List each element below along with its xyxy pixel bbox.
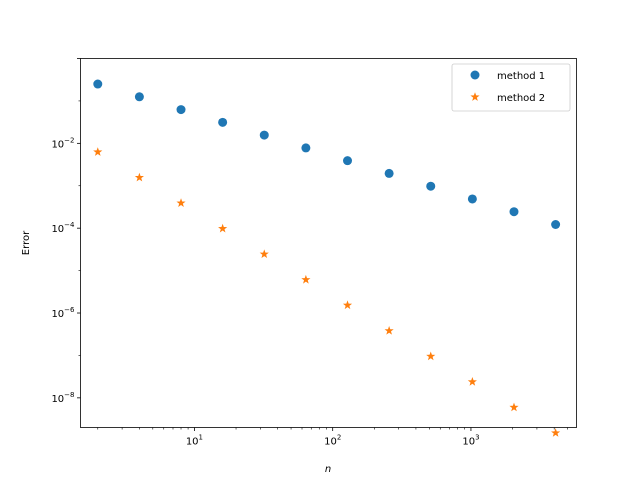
- legend-box: [451, 63, 571, 112]
- legend-marker-method-1: [470, 70, 480, 80]
- data-points: [93, 79, 561, 437]
- series-1-point: [467, 194, 477, 204]
- x-tick-label-exponent: 2: [337, 434, 341, 442]
- series-2-point: [93, 147, 103, 156]
- series-2-point: [301, 274, 311, 284]
- y-tick-label-exponent: −2: [64, 136, 74, 144]
- series-1-point: [134, 92, 144, 102]
- series-2-point: [218, 223, 228, 233]
- y-tick-label-base: 10: [51, 224, 64, 235]
- series-1-point: [426, 181, 436, 191]
- series-1-point: [509, 207, 519, 217]
- y-tick-label: 10−4: [51, 221, 75, 235]
- series-2-point: [259, 249, 269, 259]
- series-2-point: [176, 198, 186, 207]
- series-2-point: [509, 402, 519, 412]
- series-1-point: [259, 130, 269, 140]
- legend: method 1 method 2: [451, 63, 571, 112]
- x-tick-label-exponent: 1: [199, 434, 203, 442]
- y-tick-label: 10−8: [51, 391, 74, 405]
- series-1-point: [551, 220, 561, 230]
- legend-marker-method-2: [470, 92, 480, 101]
- y-axis-ticks: 10−810−610−410−2: [51, 58, 81, 405]
- y-tick-label-base: 10: [51, 394, 64, 405]
- x-axis-ticks: 101 102 103: [97, 427, 568, 448]
- series-2-point: [467, 377, 477, 386]
- series-1-point: [384, 168, 394, 178]
- x-tick-label-base: 10: [324, 437, 337, 448]
- series-2-point: [551, 428, 561, 437]
- y-tick-label-exponent: −8: [64, 391, 74, 399]
- y-tick-label-exponent: −4: [64, 221, 75, 229]
- x-tick-label-base: 10: [462, 437, 475, 448]
- series-1-point: [343, 156, 353, 166]
- x-axis-label: n: [325, 464, 331, 475]
- series-2-point: [342, 300, 353, 310]
- legend-label-method-1: method 1: [497, 71, 545, 82]
- x-tick-label: 101: [186, 434, 203, 448]
- series-2-point: [426, 351, 436, 361]
- x-tick-label: 102: [324, 434, 341, 448]
- series-1-point: [93, 79, 103, 89]
- y-axis-label: Error: [21, 230, 32, 255]
- series-1-point: [301, 143, 311, 153]
- legend-label-method-2: method 2: [497, 93, 545, 104]
- y-tick-label: 10−2: [51, 136, 74, 150]
- x-tick-label-base: 10: [186, 437, 199, 448]
- y-tick-label-base: 10: [51, 309, 64, 320]
- y-tick-label: 10−6: [51, 306, 75, 320]
- series-2-point: [384, 325, 394, 335]
- x-tick-label-exponent: 3: [475, 434, 479, 442]
- y-tick-label-base: 10: [51, 139, 64, 150]
- plot-area-frame: [80, 58, 577, 428]
- series-1-point: [218, 117, 228, 127]
- series-2-point: [134, 172, 144, 182]
- series-1-point: [176, 105, 186, 115]
- y-tick-label-exponent: −6: [64, 306, 75, 314]
- x-tick-label: 103: [462, 434, 479, 448]
